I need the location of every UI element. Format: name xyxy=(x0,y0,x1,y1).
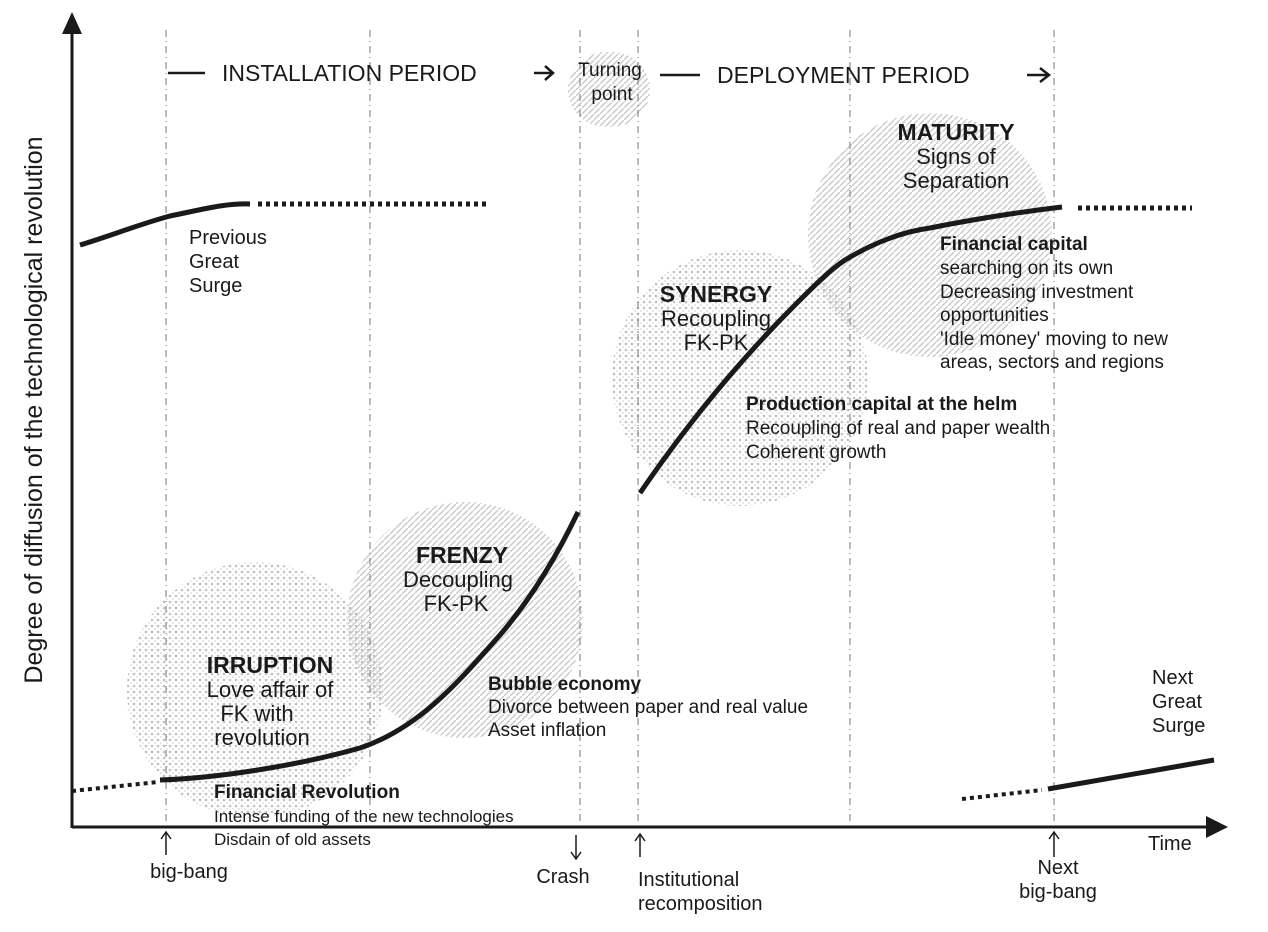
svg-text:Signs of: Signs of xyxy=(916,144,996,169)
svg-text:MATURITY: MATURITY xyxy=(897,119,1014,145)
svg-text:FK-PK: FK-PK xyxy=(684,330,749,355)
turning-point-blob xyxy=(568,52,650,127)
svg-text:Production capital at the helm: Production capital at the helm xyxy=(746,394,1017,415)
turning-point-label-line1: Turning xyxy=(578,60,642,81)
svg-text:Recoupling: Recoupling xyxy=(661,306,771,331)
deployment-period-label: DEPLOYMENT PERIOD xyxy=(717,62,970,88)
next-big-bang-label-line2: big-bang xyxy=(1019,881,1097,903)
synergy-phase-label: SYNERGY Recoupling FK-PK xyxy=(660,281,772,355)
previous-surge-curve xyxy=(79,201,251,248)
svg-text:Love affair of: Love affair of xyxy=(207,677,335,702)
x-axis-label: Time xyxy=(1148,833,1192,855)
axes xyxy=(62,12,1228,838)
svg-text:opportunities: opportunities xyxy=(940,305,1049,326)
next-big-bang-label-line1: Next xyxy=(1037,857,1079,879)
bubble-economy-note: Bubble economy Divorce between paper and… xyxy=(488,674,808,741)
frenzy-blob xyxy=(347,502,583,738)
irruption-blob xyxy=(127,562,383,818)
x-axis-arrowhead xyxy=(1206,816,1228,838)
institutional-label-line1: Institutional xyxy=(638,869,739,891)
svg-text:Financial Revolution: Financial Revolution xyxy=(214,782,400,803)
svg-text:revolution: revolution xyxy=(214,725,309,750)
turning-point-label-line2: point xyxy=(591,84,633,105)
svg-text:FK-PK: FK-PK xyxy=(424,591,489,616)
next-surge-dotted xyxy=(961,788,1043,801)
svg-text:Decoupling: Decoupling xyxy=(403,567,513,592)
svg-text:Surge: Surge xyxy=(1152,715,1205,737)
svg-text:FK with: FK with xyxy=(220,701,293,726)
svg-text:Surge: Surge xyxy=(189,275,242,297)
event-arrows xyxy=(160,830,1060,861)
installation-curve xyxy=(159,510,581,783)
next-surge-label: Next Great Surge xyxy=(1152,667,1205,737)
svg-text:IRRUPTION: IRRUPTION xyxy=(207,652,334,678)
y-axis-arrowhead xyxy=(62,12,82,34)
svg-text:Disdain of old assets: Disdain of old assets xyxy=(214,830,371,849)
maturity-blob xyxy=(808,113,1052,357)
svg-text:FRENZY: FRENZY xyxy=(416,542,508,568)
frenzy-phase-label: FRENZY Decoupling FK-PK xyxy=(403,542,513,616)
crash-label: Crash xyxy=(536,866,589,888)
y-axis-label: Degree of diffusion of the technological… xyxy=(20,136,48,683)
svg-text:Great: Great xyxy=(1152,691,1202,713)
svg-text:Intense funding of the new tec: Intense funding of the new technologies xyxy=(214,807,514,826)
phase-guides xyxy=(165,30,1055,825)
svg-text:Bubble economy: Bubble economy xyxy=(488,674,642,695)
pre-bigbang-dotted xyxy=(71,780,159,793)
svg-text:SYNERGY: SYNERGY xyxy=(660,281,772,307)
production-capital-note: Production capital at the helm Recouplin… xyxy=(746,394,1050,463)
svg-text:'Idle money' moving to new: 'Idle money' moving to new xyxy=(940,329,1168,350)
period-arrows xyxy=(168,65,1052,83)
svg-text:Great: Great xyxy=(189,251,239,273)
maturity-phase-label: MATURITY Signs of Separation xyxy=(897,119,1014,193)
svg-text:Divorce between paper and real: Divorce between paper and real value xyxy=(488,697,808,718)
installation-period-label: INSTALLATION PERIOD xyxy=(222,60,477,86)
svg-text:Financial capital: Financial capital xyxy=(940,234,1088,255)
svg-text:Asset inflation: Asset inflation xyxy=(488,720,606,741)
svg-text:Next: Next xyxy=(1152,667,1194,689)
institutional-label-line2: recomposition xyxy=(638,893,763,915)
irruption-phase-label: IRRUPTION Love affair of FK with revolut… xyxy=(207,652,335,750)
svg-text:Previous: Previous xyxy=(189,227,267,249)
svg-text:Coherent growth: Coherent growth xyxy=(746,442,886,463)
svg-text:Recoupling of real and paper w: Recoupling of real and paper wealth xyxy=(746,418,1050,439)
svg-text:Separation: Separation xyxy=(903,168,1009,193)
svg-text:Decreasing investment: Decreasing investment xyxy=(940,282,1134,303)
previous-surge-label: Previous Great Surge xyxy=(189,227,267,297)
surge-curves xyxy=(71,201,1215,801)
svg-text:searching on its own: searching on its own xyxy=(940,258,1113,279)
next-surge-curve xyxy=(1047,757,1215,792)
deployment-curve xyxy=(637,204,1063,495)
svg-text:areas, sectors and regions: areas, sectors and regions xyxy=(940,352,1164,373)
big-bang-label: big-bang xyxy=(150,861,228,883)
financial-capital-note: Financial capital searching on its own D… xyxy=(940,234,1168,373)
financial-revolution-note: Financial Revolution Intense funding of … xyxy=(214,782,514,849)
